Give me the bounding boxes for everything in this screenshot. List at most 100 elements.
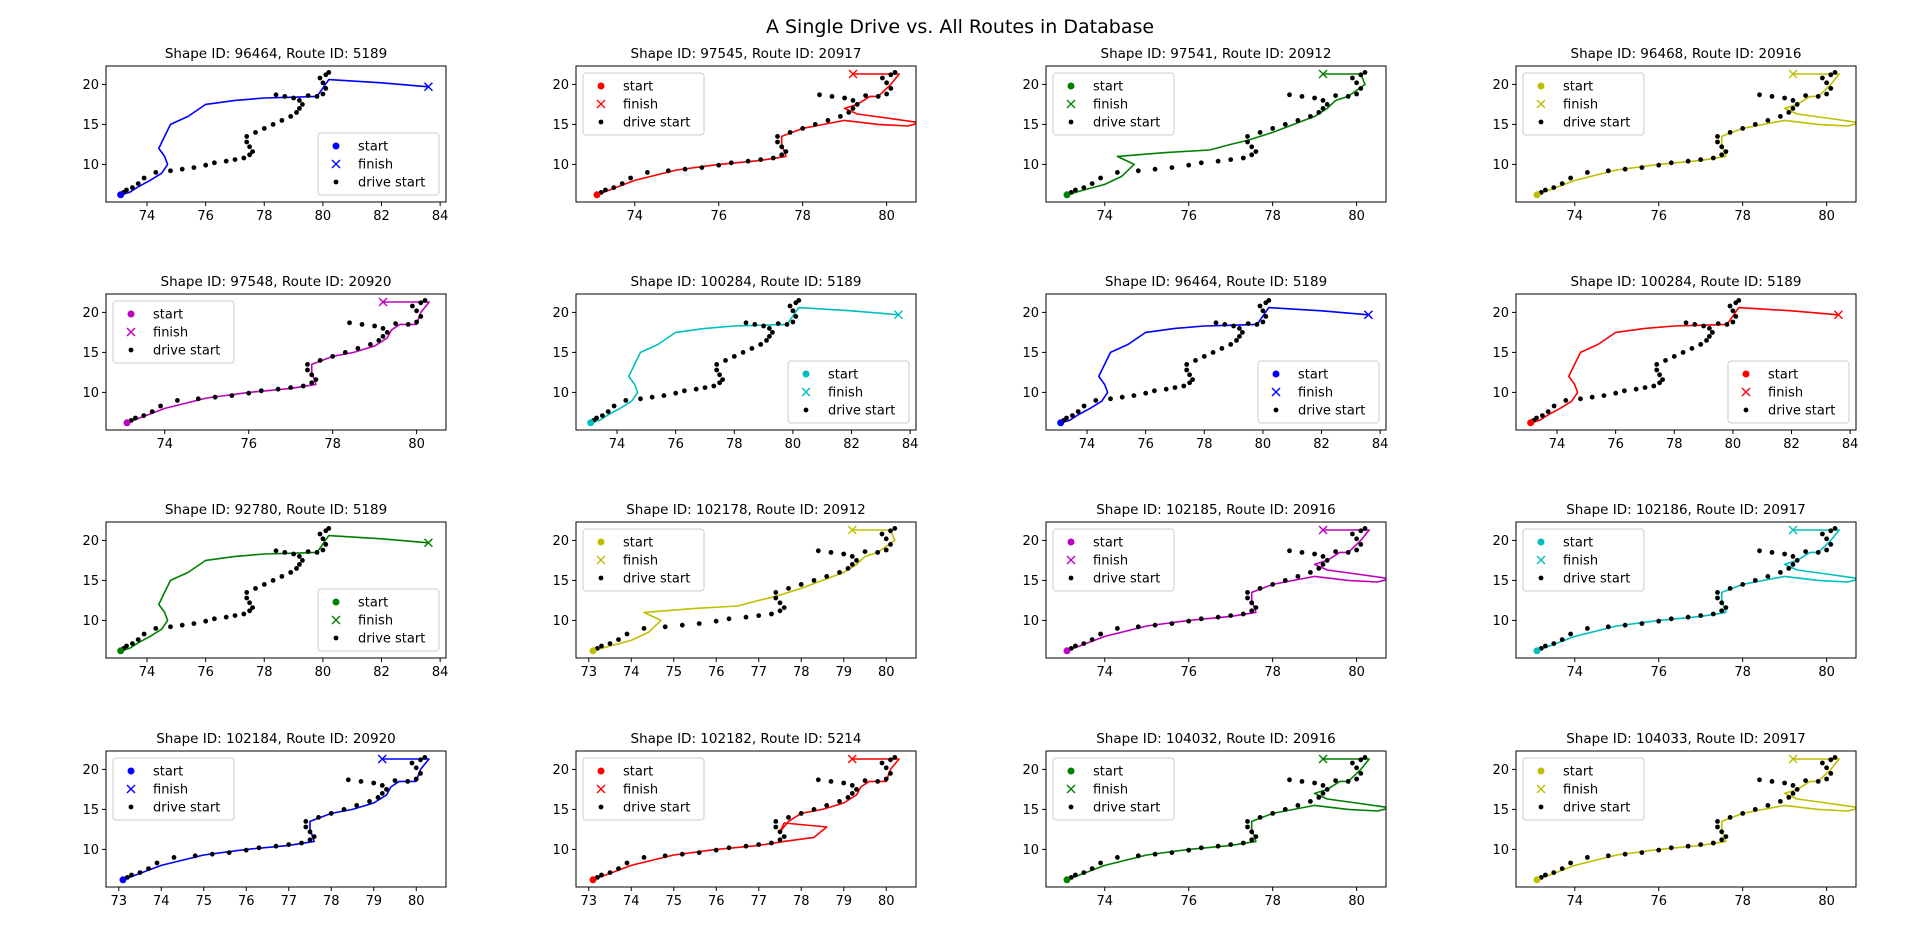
subplot-title: Shape ID: 102186, Route ID: 20917 [1566, 502, 1806, 518]
legend-drive-swatch [1538, 804, 1544, 810]
legend-finish-label: finish [1093, 98, 1128, 113]
x-tick-label: 74 [626, 209, 643, 224]
drive-start-point [1098, 860, 1103, 866]
x-tick-label: 74 [609, 437, 626, 452]
drive-start-point [850, 106, 856, 111]
drive-start-point [1299, 94, 1305, 99]
drive-start-point [1715, 595, 1720, 601]
subplot-title: Shape ID: 97541, Route ID: 20912 [1101, 46, 1332, 62]
drive-start-point [1210, 350, 1216, 355]
y-tick-label: 15 [1022, 574, 1039, 589]
y-tick-label: 10 [1022, 843, 1039, 858]
drive-start-point [1752, 807, 1758, 812]
drive-start-point [611, 185, 617, 191]
drive-start-point [171, 855, 177, 860]
drive-start-point [1794, 558, 1800, 563]
drive-start-point [314, 550, 320, 555]
drive-start-point [414, 319, 419, 325]
drive-start-point [1249, 600, 1255, 606]
drive-start-point [300, 383, 306, 389]
legend-start-label: start [358, 140, 388, 155]
x-tick-label: 76 [708, 665, 725, 680]
legend-box [1052, 757, 1175, 821]
drive-start-point [1723, 149, 1729, 155]
plot-area [119, 754, 430, 884]
drive-start-point [273, 843, 279, 849]
subplot-4: Shape ID: 96468, Route ID: 20916 74 76 78 80… [1492, 46, 1857, 224]
drive-start-point [1193, 358, 1198, 363]
x-tick-label: 74 [1566, 665, 1583, 680]
drive-start-point [1832, 755, 1838, 760]
drive-start-point [1815, 550, 1821, 555]
drive-start-point [1299, 550, 1305, 555]
drive-start-point [1135, 168, 1141, 174]
drive-start-point [1201, 354, 1207, 359]
drive-start-point [767, 334, 772, 339]
drive-start-point [1820, 760, 1825, 766]
drive-start-point [1324, 102, 1330, 107]
drive-start-point [623, 398, 629, 403]
start-marker [1527, 419, 1535, 427]
drive-start-point [1710, 611, 1716, 617]
drive-start-point [883, 536, 889, 542]
axes-frame [575, 293, 917, 431]
drive-start-point [232, 157, 238, 163]
subplot-title: Shape ID: 100284, Route ID: 5189 [631, 274, 862, 290]
subplot-13: Shape ID: 102184, Route ID: 20920 73 74 75 7… [82, 731, 447, 909]
legend-start-label: start [828, 368, 858, 383]
drive-start-point [270, 578, 276, 583]
drive-start-point [811, 807, 817, 812]
drive-start-point [316, 815, 321, 820]
drive-start-point [1769, 779, 1775, 784]
drive-start-point [662, 853, 668, 859]
drive-start-point [323, 542, 329, 547]
legend-drive-label: drive start [1093, 801, 1160, 816]
drive-start-point [1563, 398, 1569, 403]
drive-start-point [1354, 547, 1359, 553]
legend-drive-label: drive start [828, 404, 895, 419]
drive-start-point [1685, 158, 1691, 164]
x-tick-label: 76 [240, 437, 257, 452]
legend-start-label: start [358, 596, 388, 611]
legend-drive-label: drive start [1093, 572, 1160, 587]
drive-start-point [645, 170, 650, 175]
drive-start-point [616, 637, 621, 642]
legend-box [1522, 757, 1645, 821]
drive-start-point [1358, 528, 1364, 534]
drive-start-point [203, 618, 209, 624]
drive-start-point [624, 860, 630, 866]
legend-finish-label: finish [1093, 783, 1128, 798]
legend-drive-swatch [1068, 575, 1074, 581]
drive-start-point [379, 791, 385, 796]
x-tick-label: 77 [750, 665, 767, 680]
drive-start-point [888, 86, 894, 91]
legend-box [787, 360, 910, 424]
axes-frame [1515, 293, 1857, 431]
y-tick-label: 20 [552, 78, 569, 93]
drive-start-point [305, 367, 310, 373]
drive-start-point [273, 548, 279, 554]
start-marker [587, 419, 595, 427]
x-tick-label: 80 [785, 437, 802, 452]
drive-start-point [779, 152, 785, 158]
drive-start-point [1316, 566, 1322, 571]
drive-start-point [1299, 779, 1305, 784]
drive-start-point [761, 323, 766, 329]
drive-start-point [777, 829, 783, 835]
drive-start-point [883, 765, 889, 771]
y-tick-label: 20 [1492, 763, 1509, 778]
legend-finish-label: finish [1563, 783, 1598, 798]
drive-start-point [1778, 114, 1783, 119]
drive-start-point [1559, 181, 1565, 187]
x-tick-label: 80 [1255, 437, 1272, 452]
axes-frame [1045, 521, 1387, 659]
drive-start-point [786, 815, 791, 820]
drive-start-point [838, 114, 843, 119]
drive-start-point [191, 621, 197, 626]
x-tick-label: 78 [1264, 209, 1281, 224]
drive-start-point [244, 595, 250, 601]
drive-start-point [884, 80, 889, 86]
x-tick-label: 76 [708, 894, 725, 909]
drive-start-point [212, 160, 217, 166]
drive-start-point [720, 377, 725, 382]
